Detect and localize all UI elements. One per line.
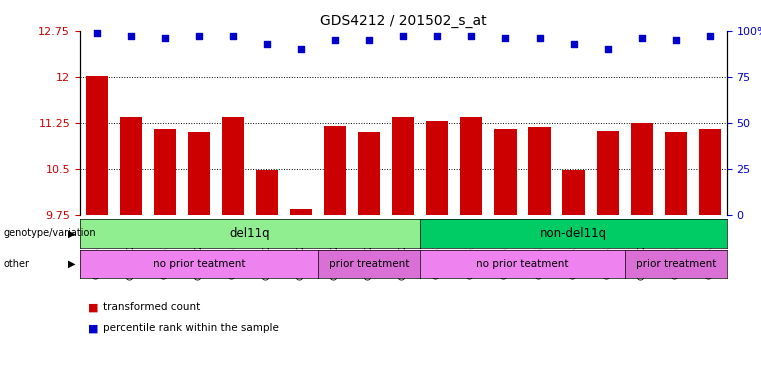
Point <box>125 33 137 39</box>
Text: percentile rank within the sample: percentile rank within the sample <box>103 323 279 333</box>
Bar <box>188 132 210 215</box>
Point <box>670 37 682 43</box>
Point <box>397 33 409 39</box>
Text: no prior teatment: no prior teatment <box>153 259 245 269</box>
Point <box>568 41 580 47</box>
Point <box>499 35 511 41</box>
Bar <box>495 129 517 215</box>
Text: prior treatment: prior treatment <box>329 259 409 269</box>
Bar <box>631 123 653 215</box>
Text: ■: ■ <box>88 323 98 333</box>
Point <box>330 37 342 43</box>
Bar <box>597 131 619 215</box>
Title: GDS4212 / 201502_s_at: GDS4212 / 201502_s_at <box>320 14 486 28</box>
Text: no prior teatment: no prior teatment <box>476 259 568 269</box>
Bar <box>222 117 244 215</box>
Bar <box>699 129 721 215</box>
Bar <box>358 132 380 215</box>
Bar <box>528 127 550 215</box>
Bar <box>120 117 142 215</box>
Text: genotype/variation: genotype/variation <box>4 228 97 238</box>
Bar <box>290 209 312 215</box>
Point <box>465 33 477 39</box>
Text: ■: ■ <box>88 302 98 312</box>
Point <box>261 41 273 47</box>
Text: transformed count: transformed count <box>103 302 200 312</box>
Text: ▶: ▶ <box>68 259 75 269</box>
Bar <box>86 76 108 215</box>
Text: del11q: del11q <box>230 227 270 240</box>
Point <box>704 33 716 39</box>
Point <box>193 33 205 39</box>
Text: prior treatment: prior treatment <box>635 259 716 269</box>
Text: non-del11q: non-del11q <box>540 227 607 240</box>
Bar <box>154 129 176 215</box>
Point <box>91 30 103 36</box>
Bar <box>460 117 482 215</box>
Bar <box>426 121 448 215</box>
Bar <box>256 170 279 215</box>
Point <box>363 37 375 43</box>
Point <box>159 35 171 41</box>
Bar <box>392 117 415 215</box>
Text: ▶: ▶ <box>68 228 75 238</box>
Point <box>635 35 648 41</box>
Bar <box>324 126 346 215</box>
Point <box>601 46 613 52</box>
Point <box>295 46 307 52</box>
Point <box>533 35 546 41</box>
Point <box>227 33 239 39</box>
Bar <box>664 132 686 215</box>
Bar <box>562 170 584 215</box>
Text: other: other <box>4 259 30 269</box>
Point <box>431 33 444 39</box>
